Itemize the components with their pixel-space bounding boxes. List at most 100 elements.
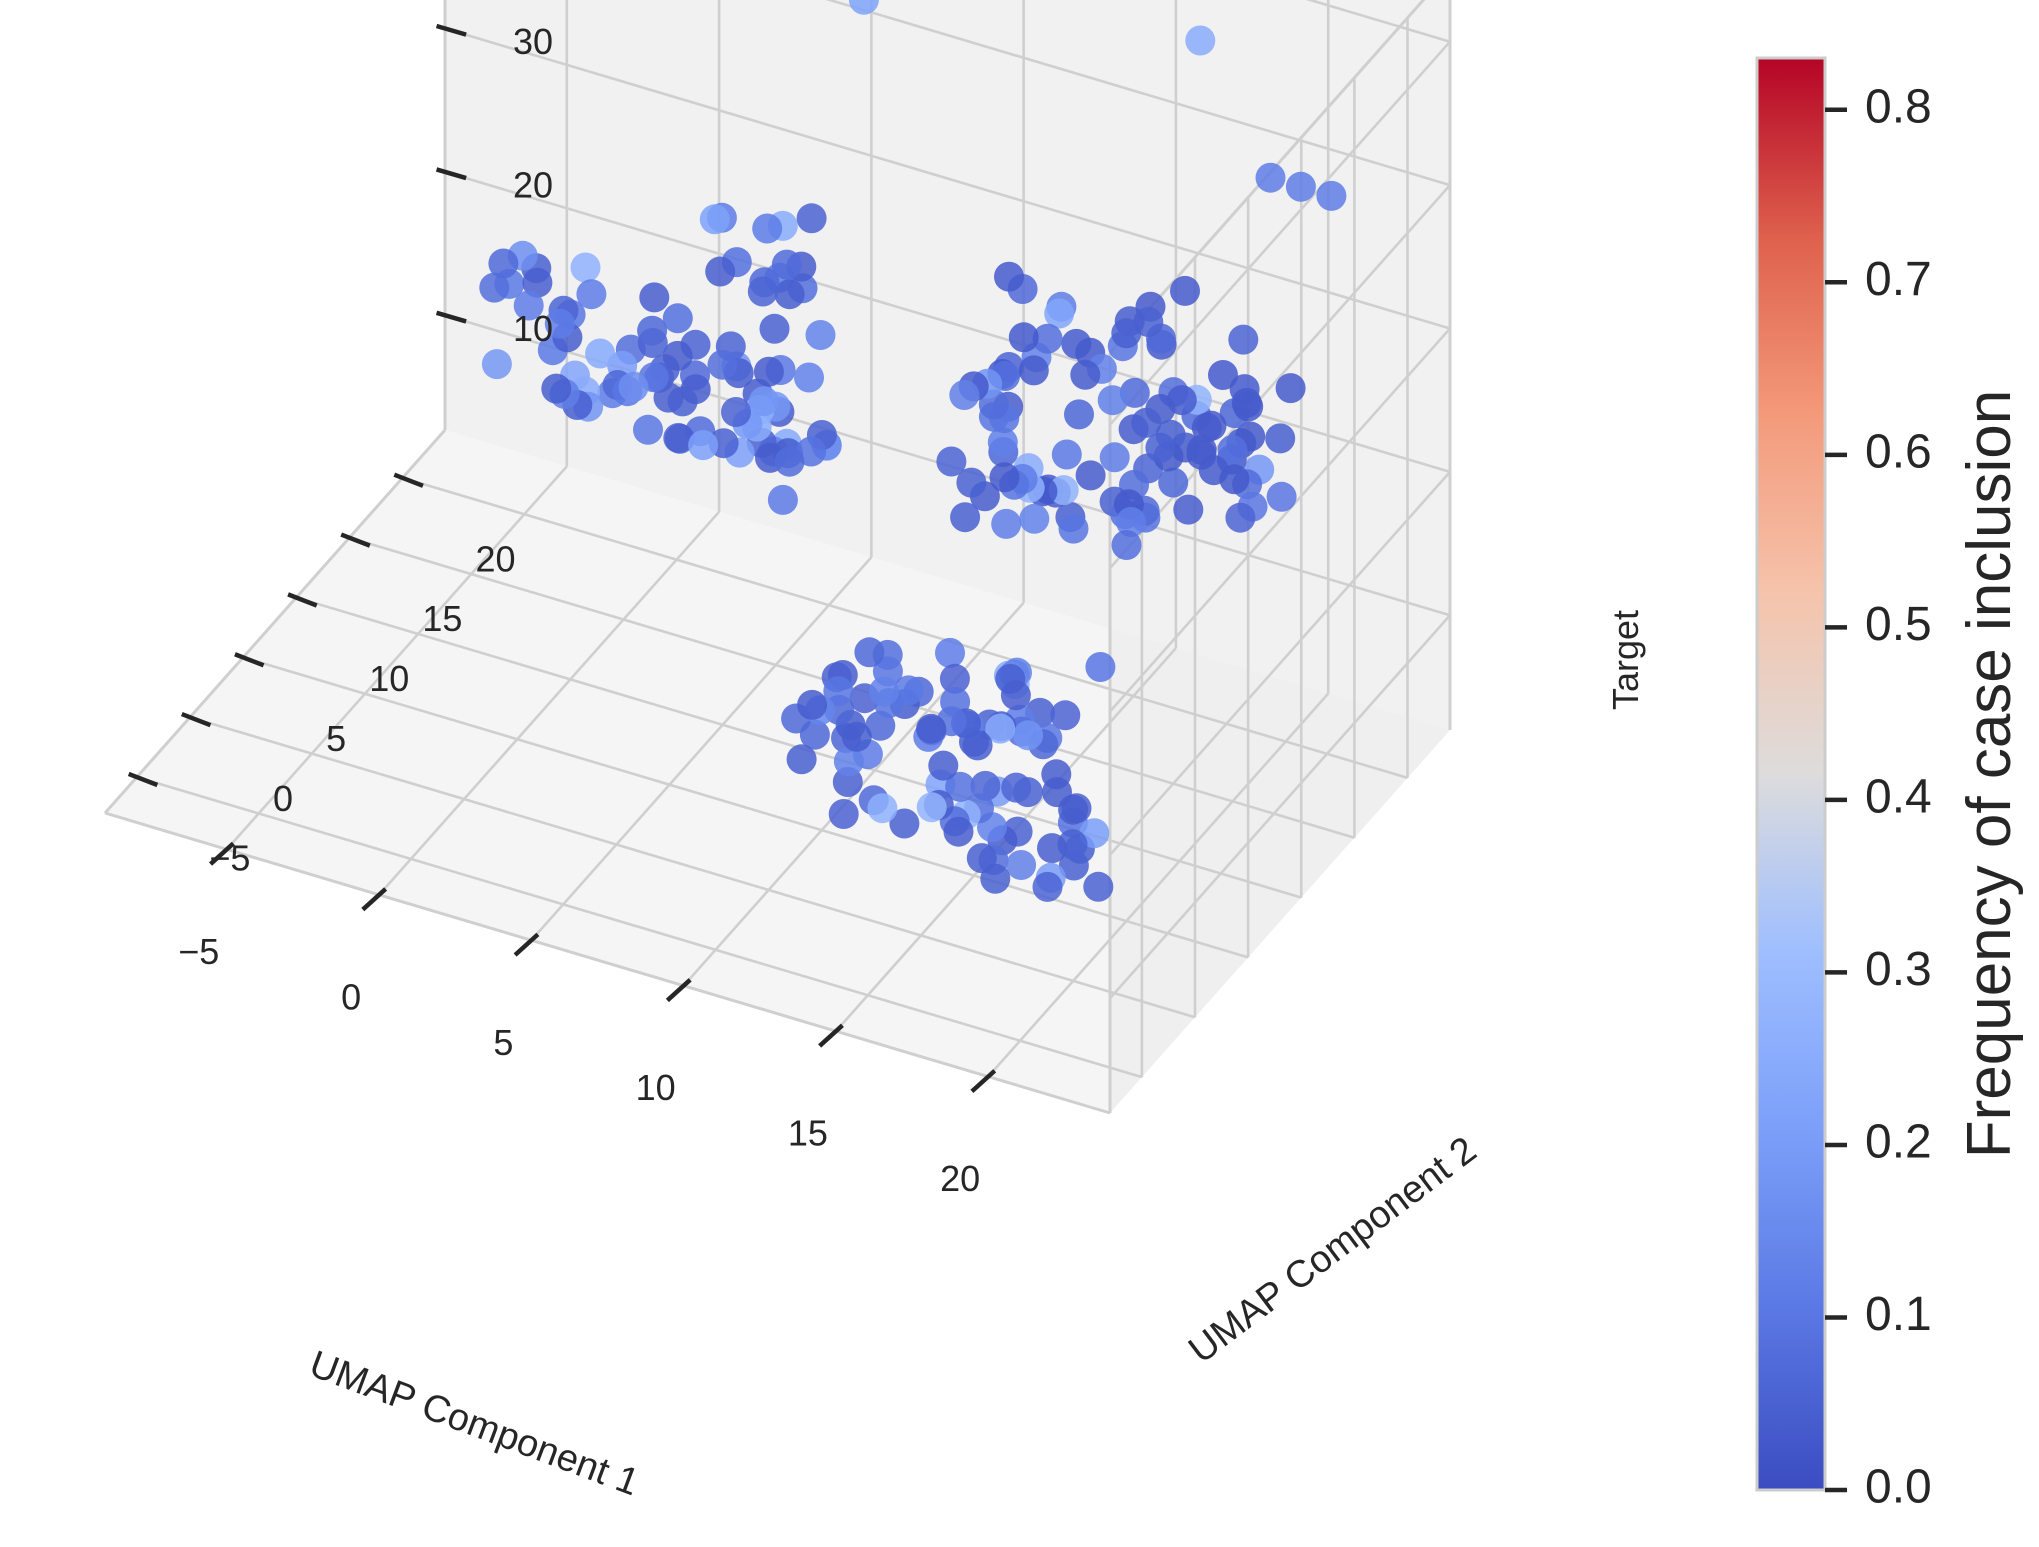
cluster-a-point	[633, 414, 663, 445]
y-tick-mark	[234, 652, 265, 668]
cluster-c-point	[1064, 399, 1094, 430]
z-tick-label: 30	[513, 21, 553, 62]
colorbar-label: Frequency of case inclusion	[1955, 390, 2024, 1159]
y-tick-label: −5	[209, 838, 250, 879]
z-tick-mark	[435, 310, 467, 324]
cluster-d-point	[1111, 318, 1142, 349]
cluster-a-point	[481, 349, 512, 380]
y-tick-label: 15	[422, 598, 462, 639]
y-tick-label: 0	[273, 778, 293, 819]
cluster-e-point	[854, 637, 885, 668]
cluster-e-point	[889, 808, 920, 839]
cluster-d-point	[1158, 467, 1189, 498]
x-grid-floor	[530, 556, 873, 942]
cluster-d-point	[1231, 387, 1262, 418]
cluster-b-point	[774, 279, 805, 310]
y-grid-floor	[189, 716, 1196, 1019]
cluster-d-point	[1173, 494, 1204, 525]
z-grid-wall	[1109, 471, 1451, 856]
cluster-a-point	[522, 267, 553, 298]
cluster-b-point	[705, 256, 736, 287]
cluster-c-point	[1116, 507, 1146, 537]
cluster-b-point	[759, 313, 790, 344]
x-tick-mark	[818, 1023, 844, 1048]
cluster-f-point	[1085, 652, 1116, 682]
cluster-b-point	[688, 430, 719, 461]
cluster-b-point	[771, 249, 802, 280]
x-tick-label: −5	[178, 931, 219, 972]
cluster-d-point	[1265, 423, 1296, 454]
z-tick-label: 20	[513, 164, 553, 205]
top-edge-left	[1108, 0, 1426, 354]
cluster-e-point	[916, 713, 947, 744]
cluster-e-point	[943, 816, 974, 847]
cluster-f-point	[962, 730, 993, 761]
y-tick-mark	[127, 771, 159, 788]
cluster-e-point	[869, 676, 899, 707]
x-tick-label: 20	[940, 1158, 980, 1199]
colorbar-ticks: 0.0 0.1 0.2 0.3 0.4 0.5 0.6 0.7 0.8	[1825, 80, 1932, 1514]
cluster-c-point	[989, 462, 1020, 493]
cluster-f-point	[1037, 833, 1067, 864]
colorbar-tick-label: 0.5	[1865, 598, 1932, 651]
x-tick-mark	[361, 887, 388, 912]
outlier-point	[1255, 162, 1286, 193]
outlier-point	[1316, 180, 1347, 211]
cluster-c-point	[956, 467, 987, 498]
x-grid-floor	[378, 510, 721, 896]
cluster-d-point	[1266, 481, 1297, 512]
cluster-f-point	[1050, 700, 1081, 731]
cluster-d-point	[1219, 464, 1250, 495]
y-tick-mark	[340, 532, 371, 548]
cluster-e-point	[828, 799, 859, 829]
cluster-b-point	[774, 446, 805, 477]
cluster-f-point	[1006, 850, 1037, 880]
cluster-c-point	[987, 427, 1018, 458]
z-grid-wall	[1109, 184, 1451, 569]
cluster-f-point	[1041, 759, 1072, 790]
cluster-f-point	[1013, 720, 1044, 751]
colorbar-tick-label: 0.2	[1865, 1116, 1932, 1169]
cluster-e-point	[833, 746, 864, 777]
y-tick-label: 5	[326, 718, 346, 759]
z-grid-wall	[1109, 40, 1451, 426]
cluster-c-point	[1048, 475, 1079, 506]
x-axis-line	[104, 811, 1111, 1115]
x-tick-mark	[513, 932, 540, 957]
cluster-a-point	[637, 315, 668, 346]
cluster-f-point	[1001, 772, 1032, 803]
cluster-c-point	[1111, 530, 1142, 560]
cluster-c-point	[1032, 323, 1063, 354]
cluster-d-point	[1145, 432, 1176, 463]
z-tick-mark	[435, 23, 467, 37]
cluster-e-point	[867, 793, 898, 824]
outlier-point	[1185, 25, 1216, 56]
cluster-f-point	[1000, 680, 1031, 711]
cluster-d-point	[1228, 324, 1259, 355]
cluster-c-point	[936, 446, 967, 477]
cluster-b-point	[805, 320, 836, 350]
cluster-d-point	[1217, 435, 1248, 466]
cluster-e-point	[797, 689, 828, 720]
cluster-d-point	[1275, 373, 1306, 404]
colorbar-tick-label: 0.3	[1865, 943, 1932, 996]
cluster-a-point	[513, 290, 544, 321]
cluster-a-point	[585, 338, 616, 369]
cluster-c-point	[994, 261, 1024, 292]
y-grid-floor	[402, 476, 1408, 780]
y-grid-floor	[242, 656, 1249, 959]
z-grid-back	[825, 0, 1451, 187]
cluster-c-point	[949, 380, 980, 410]
z-grid-back	[444, 170, 1451, 474]
cluster-c-point	[1058, 513, 1089, 544]
cluster-b-point	[767, 484, 798, 515]
z-tick-label: 10	[513, 308, 553, 349]
colorbar-tick-label: 0.8	[1865, 80, 1932, 133]
y-axis-label: UMAP Component 2	[1181, 1129, 1484, 1372]
cluster-a-point	[680, 374, 711, 405]
cluster-e-point	[823, 676, 854, 707]
cluster-c-point	[950, 502, 981, 533]
cluster-e-point	[865, 710, 896, 741]
